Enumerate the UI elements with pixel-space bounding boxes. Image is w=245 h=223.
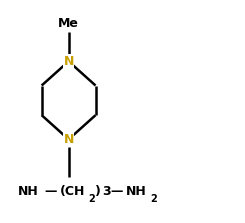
Text: (CH: (CH — [60, 185, 85, 198]
Text: ): ) — [95, 185, 101, 198]
Text: 2: 2 — [150, 194, 157, 204]
Text: N: N — [63, 55, 74, 68]
Text: Me: Me — [58, 17, 79, 30]
Text: NH: NH — [126, 185, 146, 198]
Text: NH: NH — [18, 185, 38, 198]
Text: —: — — [110, 185, 122, 198]
Text: 2: 2 — [88, 194, 95, 204]
Text: 3: 3 — [102, 185, 111, 198]
Text: —: — — [44, 185, 56, 198]
Text: N: N — [63, 133, 74, 146]
